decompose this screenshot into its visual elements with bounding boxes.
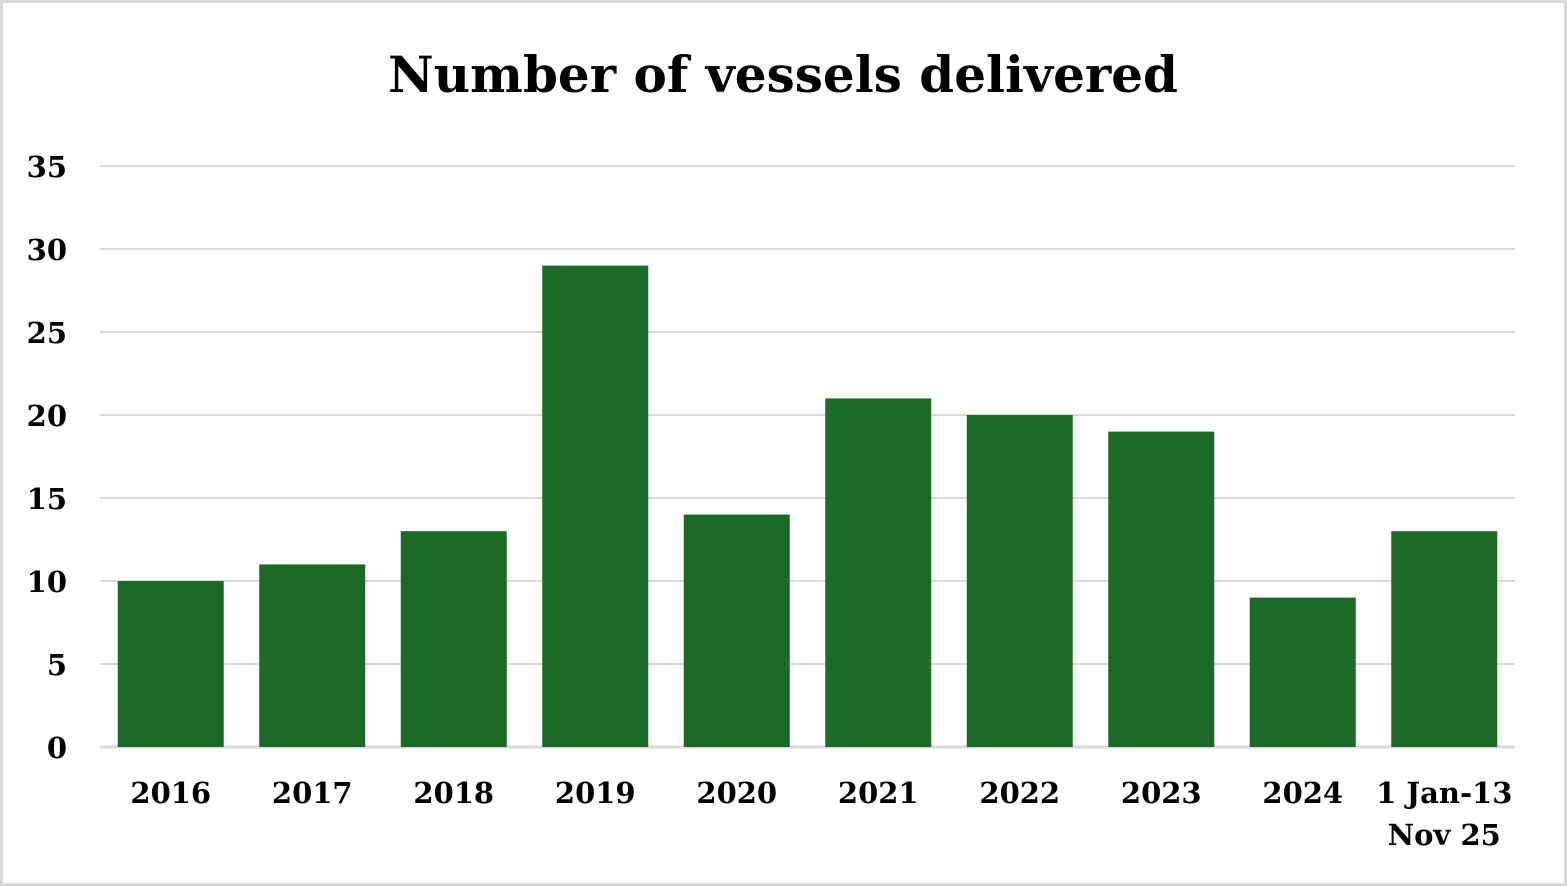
y-tick-label: 35 <box>27 150 67 184</box>
bar-2024 <box>1249 597 1356 747</box>
y-tick-label: 5 <box>47 648 67 682</box>
x-tick-label: 2017 <box>272 776 353 810</box>
y-tick-label: 10 <box>27 565 67 599</box>
x-tick-label: 2019 <box>555 776 636 810</box>
y-tick-label: 25 <box>27 316 67 350</box>
x-tick-label: 2024 <box>1262 776 1343 810</box>
x-tick-label: 2016 <box>130 776 211 810</box>
x-tick-label: 2020 <box>696 776 777 810</box>
y-tick-label: 30 <box>27 233 67 267</box>
x-tick-label: 2023 <box>1121 776 1202 810</box>
x-tick-label: 2022 <box>979 776 1060 810</box>
bar-2019 <box>542 265 649 747</box>
y-tick-label: 15 <box>27 482 67 516</box>
bar-2020 <box>683 514 790 747</box>
bar-1-jan-13-nov-25 <box>1391 531 1498 747</box>
bar-2016 <box>117 581 224 747</box>
bar-2018 <box>400 531 507 747</box>
x-tick-label: Nov 25 <box>1388 818 1501 852</box>
chart-title: Number of vessels delivered <box>388 45 1178 104</box>
x-tick-label: 2021 <box>838 776 919 810</box>
bar-2021 <box>825 398 932 747</box>
bar-2023 <box>1108 431 1215 747</box>
y-tick-label: 0 <box>47 731 67 765</box>
bar-2022 <box>966 415 1073 747</box>
bar-2017 <box>259 564 366 747</box>
x-tick-label: 1 Jan-13 <box>1376 776 1512 810</box>
x-tick-label: 2018 <box>413 776 494 810</box>
y-tick-label: 20 <box>27 399 67 433</box>
